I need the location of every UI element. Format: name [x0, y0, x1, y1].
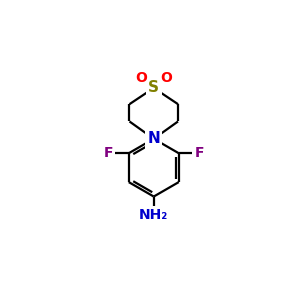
Text: NH₂: NH₂ [139, 208, 168, 222]
Text: O: O [160, 70, 172, 85]
Text: F: F [104, 146, 113, 160]
Text: F: F [194, 146, 204, 160]
Text: O: O [135, 70, 147, 85]
Text: N: N [147, 131, 160, 146]
Text: S: S [148, 80, 159, 95]
